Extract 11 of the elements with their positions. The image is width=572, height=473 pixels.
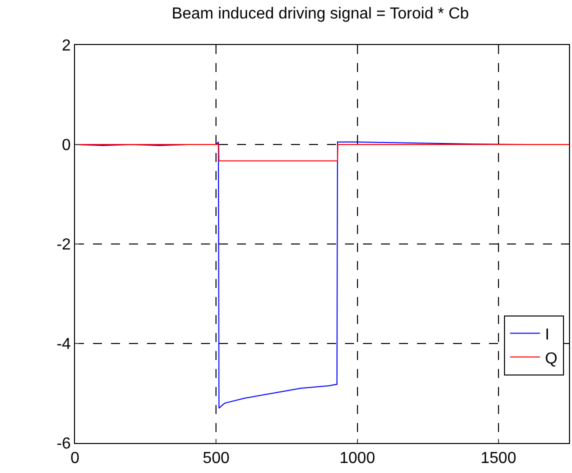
y-tick-label: -4 bbox=[56, 336, 71, 354]
legend-label: I bbox=[545, 326, 550, 344]
y-tick-label: 0 bbox=[62, 137, 71, 154]
legend-label: Q bbox=[545, 350, 558, 368]
y-tick-label: 2 bbox=[62, 38, 71, 55]
x-tick-label: 1500 bbox=[480, 450, 516, 468]
y-tick-label: -2 bbox=[56, 236, 71, 254]
chart-title: Beam induced driving signal = Toroid * Cb bbox=[172, 5, 470, 22]
x-tick-label: 500 bbox=[202, 450, 230, 468]
y-tick-label: -6 bbox=[56, 436, 71, 453]
x-tick-label: 1000 bbox=[339, 450, 376, 468]
